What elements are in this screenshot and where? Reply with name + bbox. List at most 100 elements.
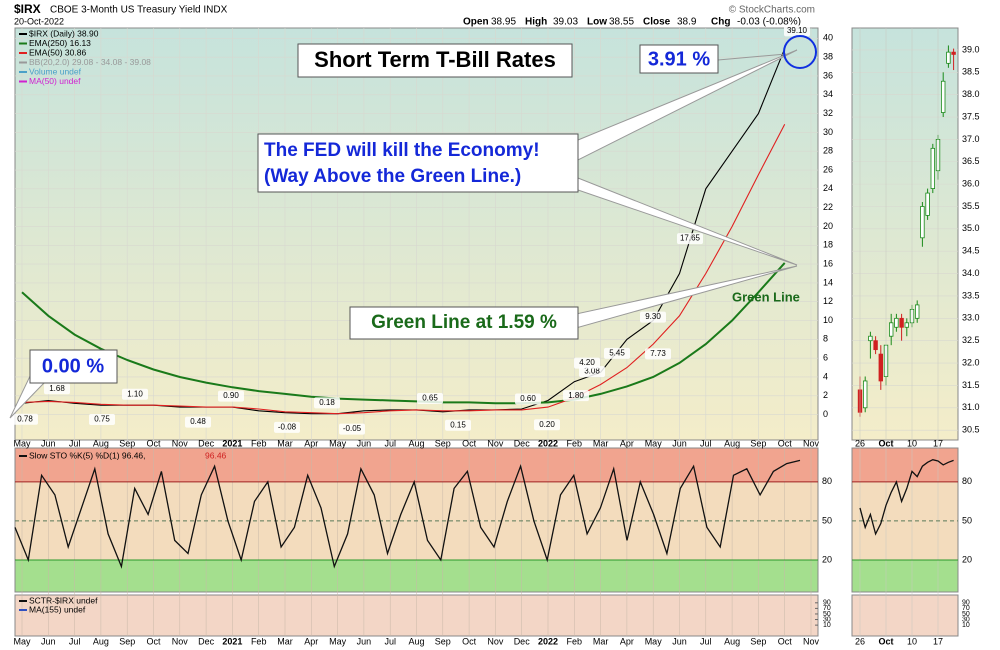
- x-tick-label: Jul: [69, 636, 81, 646]
- annotation-box: [297, 43, 573, 78]
- price-label: 1.80: [568, 391, 584, 400]
- candle-body: [930, 147, 935, 189]
- x-tick-label: Oct: [462, 636, 477, 646]
- x-tick-label: Oct: [146, 438, 161, 448]
- legend-entry: Volume undef: [29, 66, 82, 76]
- legend-entry: EMA(250) 16.13: [29, 38, 91, 48]
- y-tick-label: 36.5: [962, 156, 980, 166]
- price-label-box: [417, 392, 443, 404]
- x-tick-label: 2021: [222, 438, 242, 448]
- y-tick-label: 36.0: [962, 178, 980, 188]
- x-tick-label: May: [13, 636, 31, 646]
- x-tick-label: Aug: [408, 636, 424, 646]
- ohlc-label: High: [525, 17, 547, 28]
- y-tick-label: 14: [823, 277, 833, 287]
- y-tick-label: 31.0: [962, 402, 980, 412]
- y-tick-label: 38.5: [962, 67, 980, 77]
- price-label: 0.60: [520, 394, 536, 403]
- y-tick-label: 32: [823, 108, 833, 118]
- annotation-box: [29, 349, 118, 384]
- annotation: (Way Above the Green Line.): [264, 166, 521, 187]
- x-tick-label: May: [329, 636, 347, 646]
- x-tick-label: Oct: [462, 438, 477, 448]
- x-tick-label: 10: [907, 438, 917, 448]
- y-tick-label: 2: [823, 390, 828, 400]
- candle-body: [946, 51, 951, 64]
- price-label-box: [218, 390, 244, 402]
- y-tick-label: 35.0: [962, 223, 980, 233]
- overbought-zone: [852, 448, 958, 482]
- y-tick-label: 12: [823, 296, 833, 306]
- x-tick-label: Oct: [146, 636, 161, 646]
- price-label: 7.73: [650, 349, 666, 358]
- y-tick-label: 20: [823, 221, 833, 231]
- price-label-box: [445, 419, 471, 431]
- y-tick-label: 30: [823, 127, 833, 137]
- price-label-box: [274, 421, 300, 433]
- price-label: 0.20: [539, 420, 555, 429]
- price-label: 39.10: [787, 26, 808, 35]
- x-tick-label: Mar: [277, 636, 293, 646]
- x-tick-label: Dec: [514, 636, 531, 646]
- y-tick-label: 80: [822, 476, 832, 486]
- legend-entry: MA(155) undef: [29, 604, 86, 614]
- x-tick-label: Feb: [251, 438, 267, 448]
- price-label: 9.30: [645, 312, 661, 321]
- x-tick-label: 2021: [222, 636, 242, 646]
- x-tick-label: Nov: [803, 438, 820, 448]
- y-tick-label: 32.0: [962, 357, 980, 367]
- legend-entry: BB(20,2.0) 29.08 - 34.08 - 39.08: [29, 57, 151, 67]
- price-label-box: [44, 383, 70, 395]
- x-tick-label: Jul: [384, 636, 396, 646]
- y-tick-label: 70: [962, 605, 970, 612]
- price-label-box: [574, 357, 600, 369]
- price-label: 0.90: [223, 391, 239, 400]
- x-tick-label: Nov: [803, 636, 820, 646]
- price-label-box: [339, 423, 365, 435]
- zoom-sctr-panel: [851, 594, 959, 637]
- ohlc-value: 38.95: [491, 17, 516, 28]
- x-tick-label: 26: [855, 636, 865, 646]
- legend-entry: EMA(50) 30.86: [29, 47, 86, 57]
- candle-body: [899, 317, 904, 328]
- x-tick-label: May: [329, 438, 347, 448]
- price-label: 1.68: [49, 384, 65, 393]
- y-tick-label: 90: [823, 600, 831, 607]
- legend-entry: MA(50) undef: [29, 76, 81, 86]
- series-line: [14, 459, 801, 569]
- candle-body: [878, 353, 883, 382]
- price-label-box: [677, 233, 703, 245]
- x-tick-label: Jul: [69, 438, 81, 448]
- y-tick-label: 10: [823, 315, 833, 325]
- y-tick-label: 24: [823, 183, 833, 193]
- price-label-box: [515, 393, 541, 405]
- x-tick-label: Sep: [750, 636, 766, 646]
- x-tick-label: Sep: [435, 438, 451, 448]
- x-tick-label: Oct: [878, 438, 893, 448]
- candle-body: [904, 322, 909, 328]
- y-tick-label: 6: [823, 353, 828, 363]
- legend-entry: SCTR-$IRX undef: [29, 595, 98, 605]
- x-tick-label: Jun: [41, 438, 56, 448]
- y-tick-label: 34.5: [962, 246, 980, 256]
- annotation-box: [639, 44, 719, 74]
- x-tick-label: Aug: [724, 636, 740, 646]
- x-tick-label: Mar: [593, 636, 609, 646]
- price-label-box: [579, 366, 605, 378]
- price-label-box: [122, 388, 148, 400]
- candle-body: [863, 380, 868, 409]
- annotation: Green Line at 1.59 %: [371, 312, 557, 333]
- y-tick-label: 20: [962, 554, 972, 564]
- x-tick-label: Jul: [384, 438, 396, 448]
- price-label-box: [784, 25, 810, 37]
- y-tick-label: 80: [962, 476, 972, 486]
- price-label: 5.45: [609, 348, 625, 357]
- y-tick-label: 40: [823, 33, 833, 43]
- x-tick-label: Jun: [41, 636, 56, 646]
- x-tick-label: 10: [907, 636, 917, 646]
- price-label-box: [185, 416, 211, 428]
- x-tick-label: Sep: [435, 636, 451, 646]
- y-tick-label: 38: [823, 52, 833, 62]
- candle-body: [951, 51, 956, 55]
